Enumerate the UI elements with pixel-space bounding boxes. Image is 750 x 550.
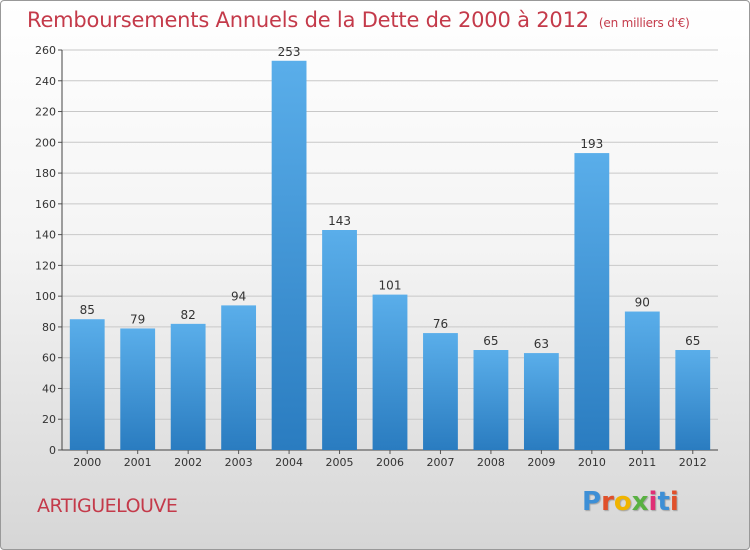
- data-label-2001: 79: [130, 312, 145, 326]
- bar-2001: [120, 328, 156, 450]
- bar-2011: [624, 311, 660, 450]
- data-label-2010: 193: [580, 137, 603, 151]
- x-tick-label: 2003: [225, 456, 253, 469]
- data-label-2008: 65: [483, 334, 498, 348]
- logo-letter: i: [648, 487, 658, 517]
- y-tick-label: 260: [35, 44, 56, 57]
- y-tick-label: 40: [42, 382, 56, 395]
- x-tick-label: 2004: [275, 456, 303, 469]
- chart-title: Remboursements Annuels de la Dette de 20…: [27, 8, 690, 32]
- data-label-2005: 143: [328, 214, 351, 228]
- data-label-2003: 94: [231, 289, 246, 303]
- y-tick-label: 240: [35, 75, 56, 88]
- bar-2007: [423, 333, 458, 450]
- data-label-2006: 101: [379, 279, 402, 293]
- data-label-2007: 76: [433, 317, 448, 331]
- data-label-2002: 82: [181, 308, 196, 322]
- bar-2003: [221, 305, 257, 450]
- data-label-2011: 90: [635, 296, 650, 310]
- x-tick-label: 2012: [679, 456, 707, 469]
- y-tick-label: 60: [42, 352, 56, 365]
- y-tick-label: 80: [42, 321, 56, 334]
- y-tick-label: 160: [35, 198, 56, 211]
- x-tick-label: 2006: [376, 456, 404, 469]
- proxiti-logo[interactable]: Proxiti: [582, 487, 679, 517]
- y-tick-label: 20: [42, 413, 56, 426]
- x-tick-label: 2005: [326, 456, 354, 469]
- bar-2000: [69, 319, 105, 450]
- bars: [69, 60, 711, 451]
- logo-letter: i: [669, 487, 679, 517]
- y-tick-label: 0: [49, 444, 56, 457]
- logo-letter: P: [582, 487, 602, 517]
- bar-2010: [574, 153, 610, 451]
- bar-2002: [170, 323, 206, 450]
- y-tick-label: 200: [35, 136, 56, 149]
- chart-title-text: Remboursements Annuels de la Dette de 20…: [27, 8, 589, 32]
- data-label-2012: 65: [685, 334, 700, 348]
- bar-2006: [372, 294, 408, 450]
- x-tick-label: 2007: [426, 456, 454, 469]
- y-tick-label: 120: [35, 259, 56, 272]
- chart-subtitle: (en milliers d'€): [598, 16, 690, 30]
- bar-2012: [675, 350, 711, 450]
- bar-2009: [523, 353, 559, 450]
- logo-letter: r: [601, 487, 614, 517]
- x-tick-label: 2002: [174, 456, 202, 469]
- y-tick-label: 140: [35, 229, 56, 242]
- y-tick-label: 180: [35, 167, 56, 180]
- logo-letter: t: [657, 487, 670, 517]
- y-tick-label: 100: [35, 290, 56, 303]
- data-label-2004: 253: [278, 45, 301, 59]
- bar-2004: [271, 60, 307, 451]
- logo-letter: x: [631, 487, 649, 517]
- commune-name: ARTIGUELOUVE: [37, 495, 178, 517]
- x-tick-label: 2010: [578, 456, 606, 469]
- y-tick-label: 220: [35, 106, 56, 119]
- bar-2008: [473, 350, 509, 450]
- x-tick-label: 2001: [124, 456, 152, 469]
- data-label-2009: 63: [534, 337, 549, 351]
- x-tick-label: 2000: [73, 456, 101, 469]
- x-tick-label: 2011: [628, 456, 656, 469]
- data-label-2000: 85: [80, 303, 95, 317]
- bar-2005: [322, 230, 357, 450]
- data-labels: 85 79 82 94 253 143 101 76 65 63 193 90 65: [80, 45, 701, 351]
- x-tick-label: 2009: [527, 456, 555, 469]
- logo-letter: o: [613, 487, 632, 517]
- x-tick-label: 2008: [477, 456, 505, 469]
